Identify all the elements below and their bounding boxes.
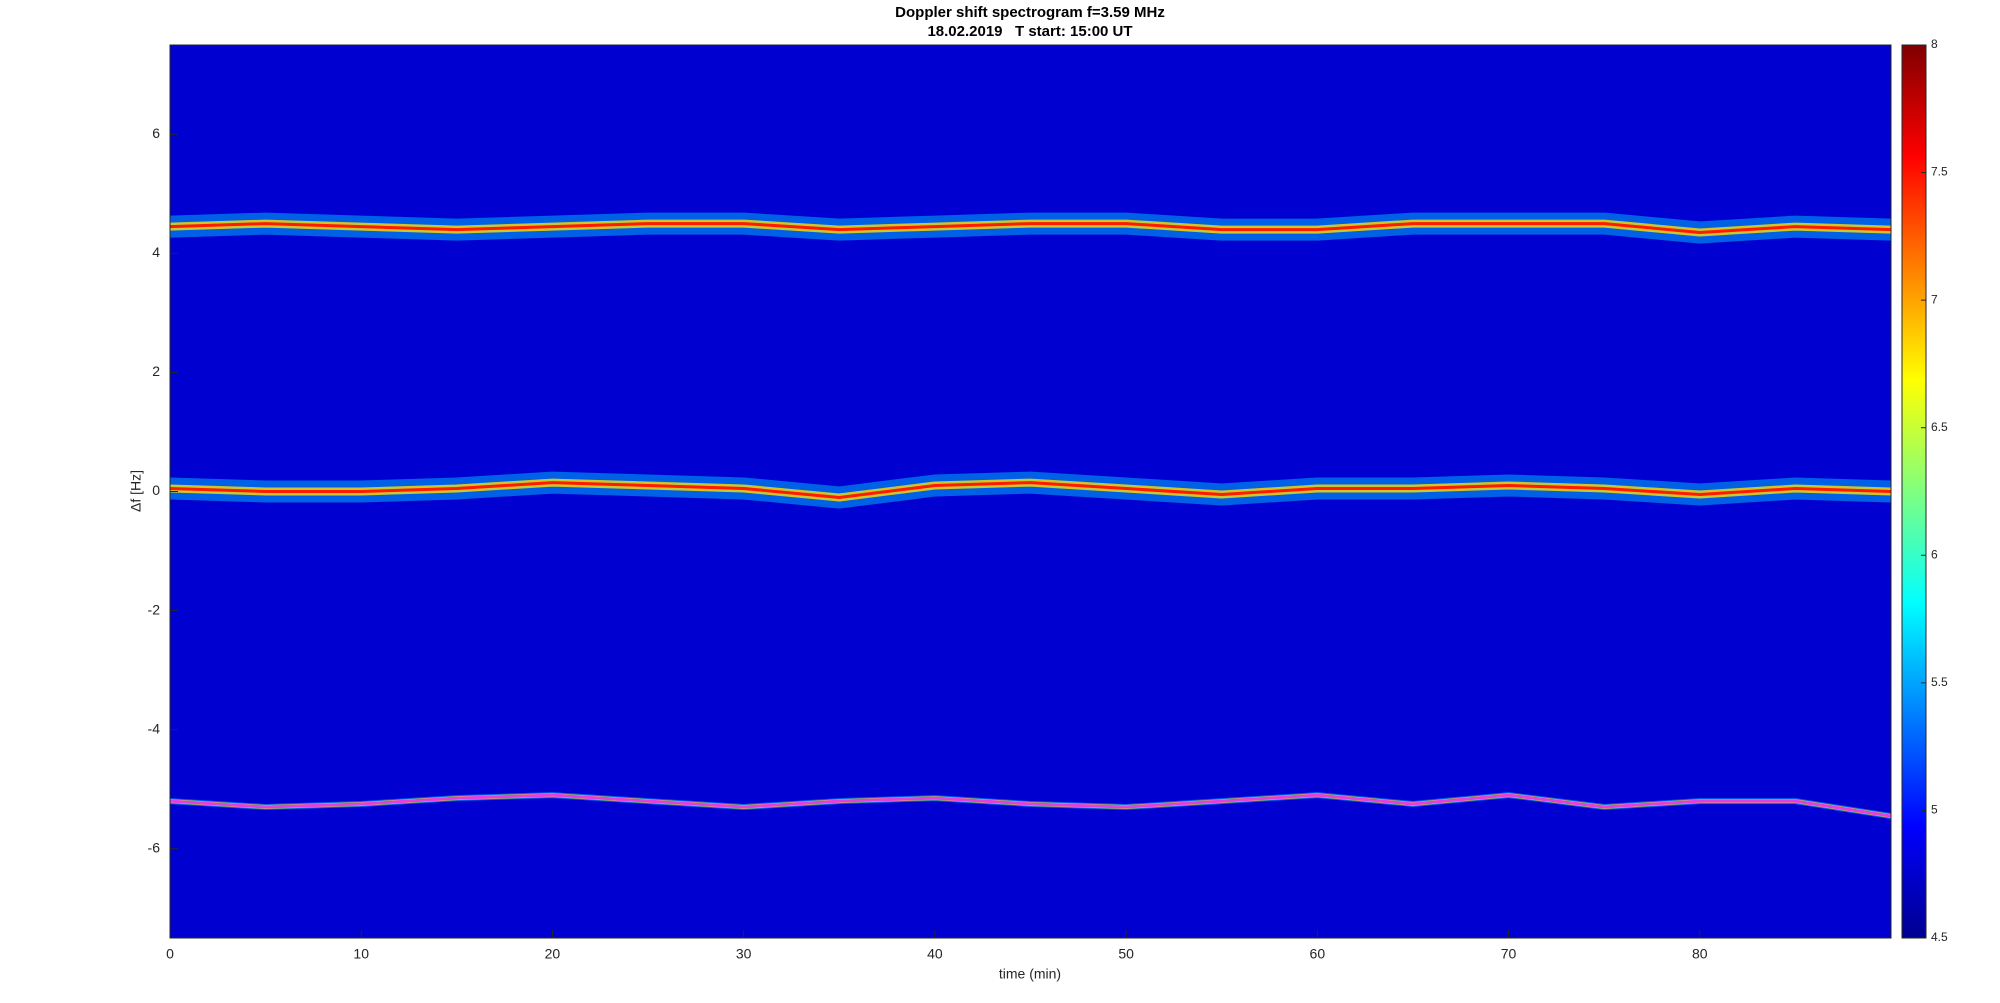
y-tick-label: 2 [152, 363, 160, 379]
x-tick-label: 80 [1692, 946, 1708, 962]
trace [170, 793, 1891, 818]
y-tick-label: 4 [152, 244, 160, 260]
colorbar [1901, 44, 1927, 939]
x-axis-label: time (min) [999, 966, 1061, 982]
traces [170, 212, 1891, 819]
y-tick-label: -2 [148, 601, 161, 617]
x-tick-label: 40 [927, 946, 943, 962]
y-tick-label: 6 [152, 125, 160, 141]
x-tick-label: 50 [1118, 946, 1134, 962]
x-tick-label: 60 [1310, 946, 1326, 962]
x-tick-label: 0 [166, 946, 174, 962]
colorbar-tick-label: 8 [1931, 37, 1938, 51]
trace [170, 481, 1891, 499]
chart-title: Doppler shift spectrogram f=3.59 MHz [895, 4, 1165, 21]
y-tick-label: 0 [152, 482, 160, 498]
x-tick-label: 70 [1501, 946, 1517, 962]
colorbar-tick-label: 5 [1931, 803, 1938, 817]
x-tick-label: 20 [545, 946, 561, 962]
x-tick-label: 10 [353, 946, 369, 962]
colorbar-tick-label: 7 [1931, 292, 1938, 306]
colorbar-tick-label: 4.5 [1931, 930, 1948, 944]
colorbar-tick-label: 5.5 [1931, 675, 1948, 689]
y-tick-label: -4 [148, 720, 161, 736]
x-tick-label: 30 [736, 946, 752, 962]
trace [170, 222, 1891, 234]
colorbar-tick-label: 6 [1931, 547, 1938, 561]
chart-subtitle: 18.02.2019 T start: 15:00 UT [927, 23, 1132, 40]
y-axis-label: Δf [Hz] [128, 470, 144, 512]
y-tick-label: -6 [148, 839, 161, 855]
colorbar-tick-label: 7.5 [1931, 165, 1948, 179]
colorbar-tick-label: 6.5 [1931, 420, 1948, 434]
